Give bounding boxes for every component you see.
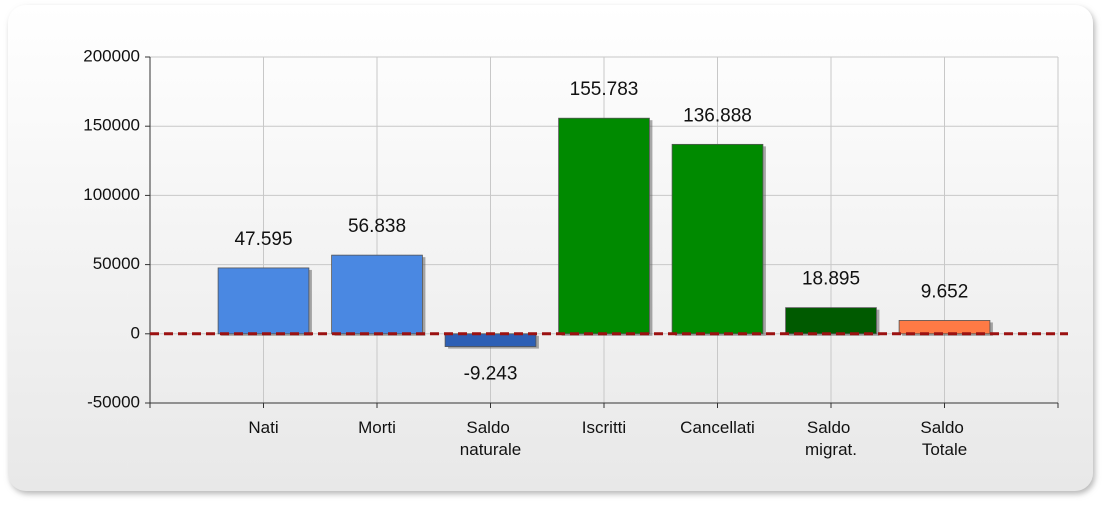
data-label: 18.895	[802, 269, 860, 290]
y-tick-label: -50000	[87, 392, 140, 411]
x-tick-label: Saldo naturale	[460, 418, 521, 459]
data-label: -9.243	[464, 364, 518, 385]
bar	[785, 307, 877, 335]
y-tick-label: 150000	[83, 116, 140, 135]
y-tick-label: 100000	[83, 185, 140, 204]
bar	[444, 333, 537, 347]
x-tick-label: Nati	[248, 418, 278, 437]
x-tick-label: Saldo migrat.	[805, 418, 857, 459]
bar	[671, 143, 764, 335]
y-tick-label: 200000	[83, 46, 140, 65]
bar	[331, 254, 423, 335]
bar	[558, 117, 650, 335]
x-tick-label: Morti	[358, 418, 396, 437]
data-label: 9.652	[921, 281, 969, 302]
bar	[898, 320, 991, 335]
y-tick-label: 50000	[93, 254, 140, 273]
data-label: 56.838	[348, 216, 406, 237]
x-tick-label: Cancellati	[680, 418, 755, 437]
data-label: 136.888	[683, 105, 752, 126]
data-label: 47.595	[234, 229, 292, 250]
x-tick-label: Iscritti	[582, 418, 626, 437]
y-tick-label: 0	[131, 323, 140, 342]
bar	[217, 267, 310, 335]
data-label: 155.783	[570, 79, 639, 100]
x-tick-label: Saldo Totale	[920, 418, 968, 459]
